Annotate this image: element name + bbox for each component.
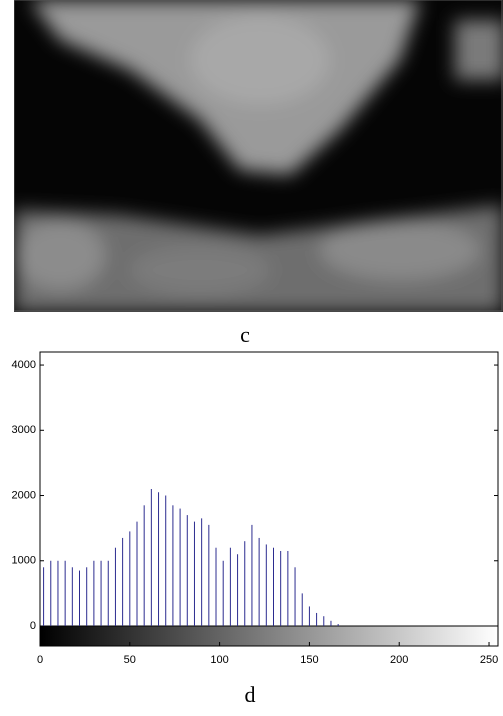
x-tick-label: 0: [37, 654, 43, 666]
x-tick-label: 250: [480, 654, 498, 666]
y-tick-label: 3000: [12, 424, 36, 436]
x-tick-label: 150: [300, 654, 318, 666]
y-tick-label: 1000: [12, 555, 36, 567]
x-tick-label: 100: [210, 654, 228, 666]
plot-frame: [39, 351, 499, 627]
y-tick-label: 2000: [12, 489, 36, 501]
chart-caption: d: [245, 682, 256, 707]
photo: [14, 0, 503, 312]
y-tick-label: 0: [30, 620, 36, 632]
image-caption: c: [240, 322, 250, 347]
y-tick-label: 4000: [12, 359, 36, 371]
x-tick-label: 50: [124, 654, 136, 666]
x-tick-label: 200: [390, 654, 408, 666]
colorbar: [39, 625, 499, 647]
